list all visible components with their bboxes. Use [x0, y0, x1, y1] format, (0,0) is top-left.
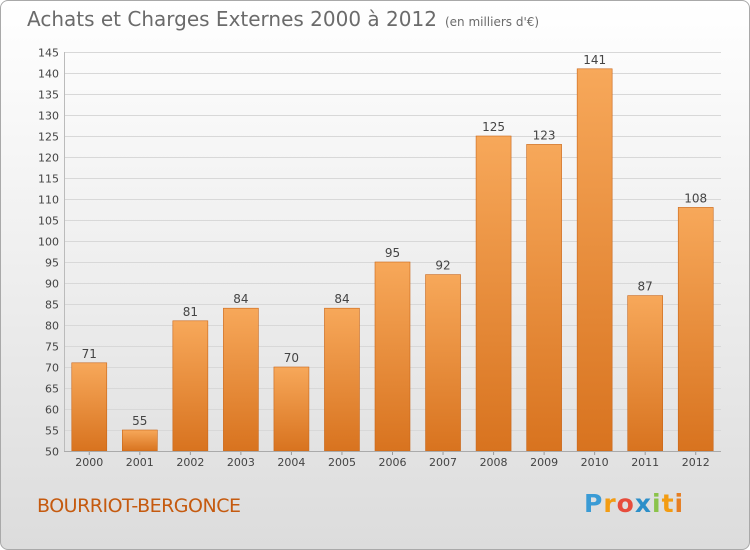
logo-letter: i	[674, 489, 685, 518]
y-tick-label: 105	[38, 215, 59, 228]
y-tick-label: 80	[45, 320, 59, 333]
x-axis-ticks: 2000 2001 2002 2003 2004 2005 2006 2007 2008 2009…	[64, 451, 721, 469]
bar-2002	[172, 320, 209, 452]
y-tick-label: 145	[38, 47, 59, 60]
commune-name: BOURRIOT-BERGONCE	[37, 495, 241, 517]
bar-2012	[677, 207, 714, 452]
bar-value-label: 70	[284, 351, 299, 365]
bar-2009	[526, 144, 562, 452]
bar-2011	[627, 295, 663, 452]
x-tick-label: 2006	[379, 456, 407, 469]
bar-value-label: 84	[233, 292, 248, 306]
logo-letter: r	[603, 489, 617, 518]
y-tick-label: 140	[38, 68, 59, 81]
x-tick-label: 2008	[480, 456, 508, 469]
bar-value-label: 71	[82, 347, 97, 361]
x-tick-label: 2009	[530, 456, 558, 469]
y-axis-ticks: 50 55 60 65 70 75 80 85 90 95 100 105 110 115 120 125 13…	[38, 47, 59, 459]
bar-2000	[71, 362, 108, 452]
y-tick-label: 100	[38, 236, 59, 249]
chart-title: Achats et Charges Externes 2000 à 2012	[27, 7, 437, 31]
y-tick-label: 50	[45, 446, 59, 459]
y-tick-label: 60	[45, 404, 59, 417]
y-tick-label: 85	[45, 299, 59, 312]
bar-value-label: 87	[638, 280, 653, 294]
y-tick-label: 125	[38, 131, 59, 144]
x-tick-label: 2003	[227, 456, 255, 469]
bar-value-label: 108	[684, 191, 707, 205]
proxiti-logo: Proxiti	[584, 489, 684, 518]
bar-value-label: 81	[183, 305, 198, 319]
bar-2006	[374, 261, 411, 452]
y-tick-label: 130	[38, 110, 59, 123]
x-tick-label: 2007	[429, 456, 457, 469]
x-tick-label: 2005	[328, 456, 356, 469]
bars	[71, 68, 714, 452]
x-tick-label: 2001	[126, 456, 154, 469]
logo-letter: t	[661, 489, 675, 518]
x-tick-label: 2011	[631, 456, 659, 469]
title-row: Achats et Charges Externes 2000 à 2012 (e…	[27, 7, 539, 31]
bar-value-label: 92	[435, 259, 450, 273]
bar-value-label: 123	[533, 128, 556, 142]
bar-2007	[425, 274, 461, 452]
bar-2005	[324, 307, 360, 452]
bar-value-label: 55	[132, 414, 147, 428]
logo-letter: P	[584, 489, 604, 518]
y-tick-label: 55	[45, 425, 59, 438]
y-tick-label: 95	[45, 257, 59, 270]
bar-value-label: 141	[583, 53, 606, 67]
bar-value-label: 125	[482, 120, 505, 134]
y-tick-label: 115	[38, 173, 59, 186]
bar-2001	[122, 429, 158, 452]
x-tick-label: 2012	[682, 456, 710, 469]
y-tick-label: 70	[45, 362, 59, 375]
bar-2008	[475, 135, 512, 452]
x-tick-label: 2002	[176, 456, 204, 469]
y-tick-label: 90	[45, 278, 59, 291]
y-tick-label: 65	[45, 383, 59, 396]
data-labels: 71 55 81 84 70 84 95 92 125 123 141 87 108	[82, 53, 708, 428]
x-tick-label: 2000	[75, 456, 103, 469]
bar-value-label: 84	[334, 292, 349, 306]
bar-2003	[223, 307, 259, 452]
logo-letter: x	[634, 489, 652, 518]
y-tick-label: 75	[45, 341, 59, 354]
bar-2010	[576, 68, 613, 452]
y-tick-label: 120	[38, 152, 59, 165]
x-tick-label: 2004	[277, 456, 305, 469]
bar-2004	[273, 366, 310, 452]
logo-letter: i	[652, 489, 662, 518]
y-tick-label: 135	[38, 89, 59, 102]
chart-subtitle: (en milliers d'€)	[444, 15, 540, 29]
y-tick-label: 110	[38, 194, 59, 207]
bar-value-label: 95	[385, 246, 400, 260]
x-tick-label: 2010	[581, 456, 609, 469]
logo-letter: o	[616, 489, 635, 518]
